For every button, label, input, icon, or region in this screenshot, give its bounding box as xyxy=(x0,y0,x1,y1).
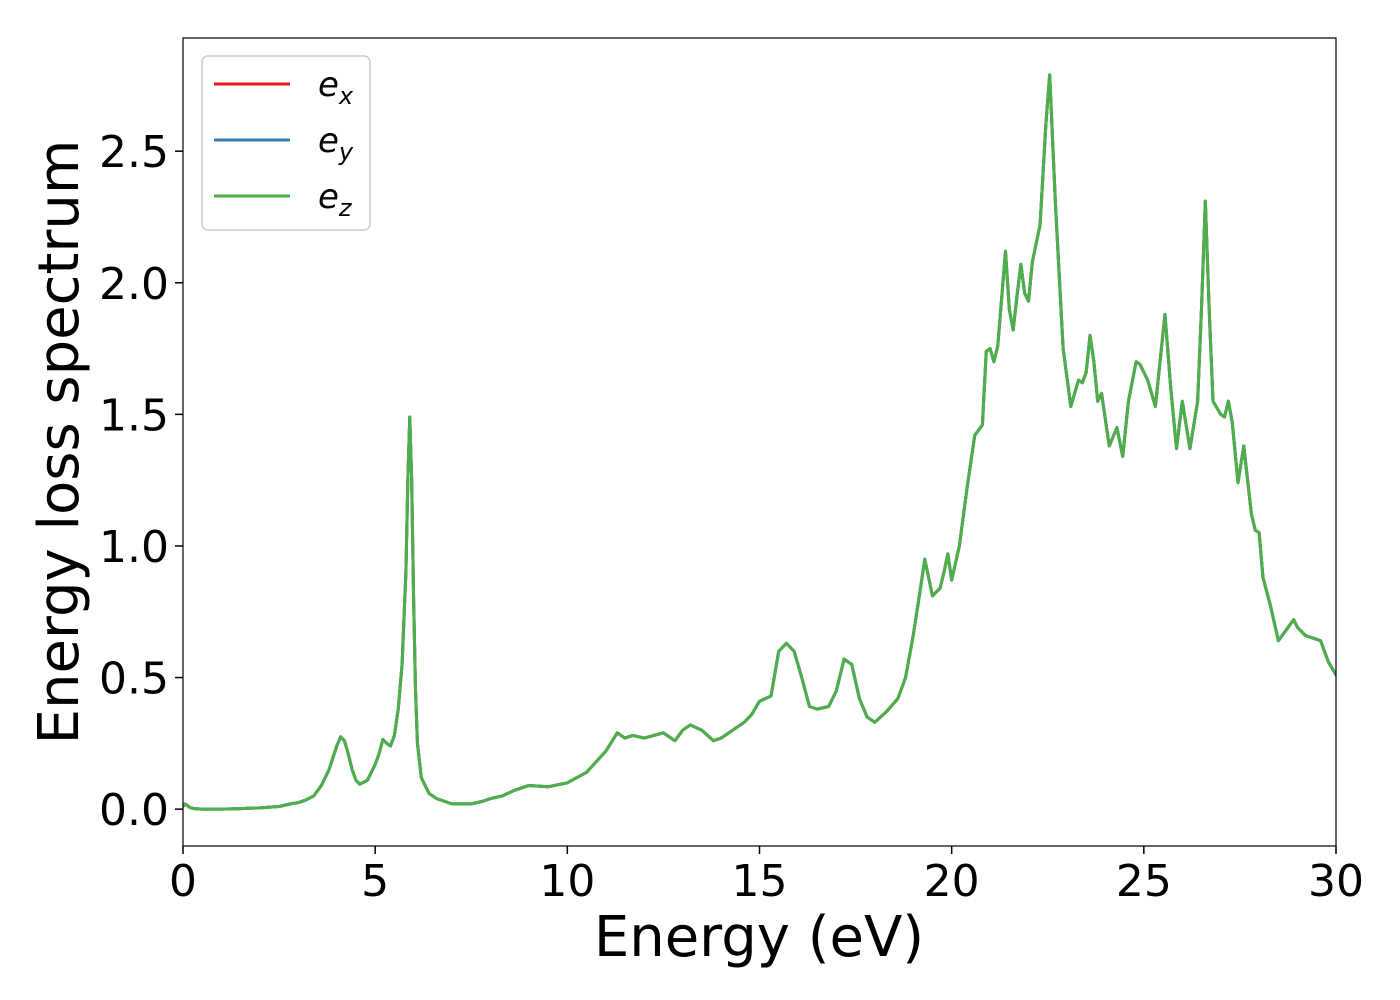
y-tick-label: 2.0 xyxy=(99,259,169,310)
legend-label-z: ez xyxy=(318,177,353,222)
x-tick-label: 15 xyxy=(732,856,788,907)
legend-label-x: ex xyxy=(318,65,354,110)
y-tick-label: 1.0 xyxy=(99,522,169,573)
series-line-z xyxy=(183,73,1336,811)
y-axis-label: Energy loss spectrum xyxy=(27,140,92,745)
y-tick-label: 0.5 xyxy=(99,654,169,705)
x-tick-label: 0 xyxy=(169,856,197,907)
y-tick-label: 0.0 xyxy=(99,785,169,836)
legend-entries: ex ey ez xyxy=(214,65,354,222)
y-tick-label: 1.5 xyxy=(99,390,169,441)
series-layer xyxy=(183,73,1336,811)
x-tick-label: 30 xyxy=(1308,856,1364,907)
legend: ex ey ez xyxy=(201,55,371,231)
x-tick-label: 5 xyxy=(361,856,389,907)
x-axis-ticks: 0 5 10 15 20 25 30 xyxy=(169,846,1364,907)
legend-box xyxy=(201,55,371,231)
x-axis-label: Energy (eV) xyxy=(594,905,924,970)
y-axis-ticks: 0.0 0.5 1.0 1.5 2.0 2.5 xyxy=(99,127,183,836)
x-tick-label: 10 xyxy=(539,856,595,907)
y-tick-label: 2.5 xyxy=(99,127,169,178)
x-tick-label: 25 xyxy=(1116,856,1172,907)
legend-label-y: ey xyxy=(318,121,354,166)
x-tick-label: 20 xyxy=(924,856,980,907)
